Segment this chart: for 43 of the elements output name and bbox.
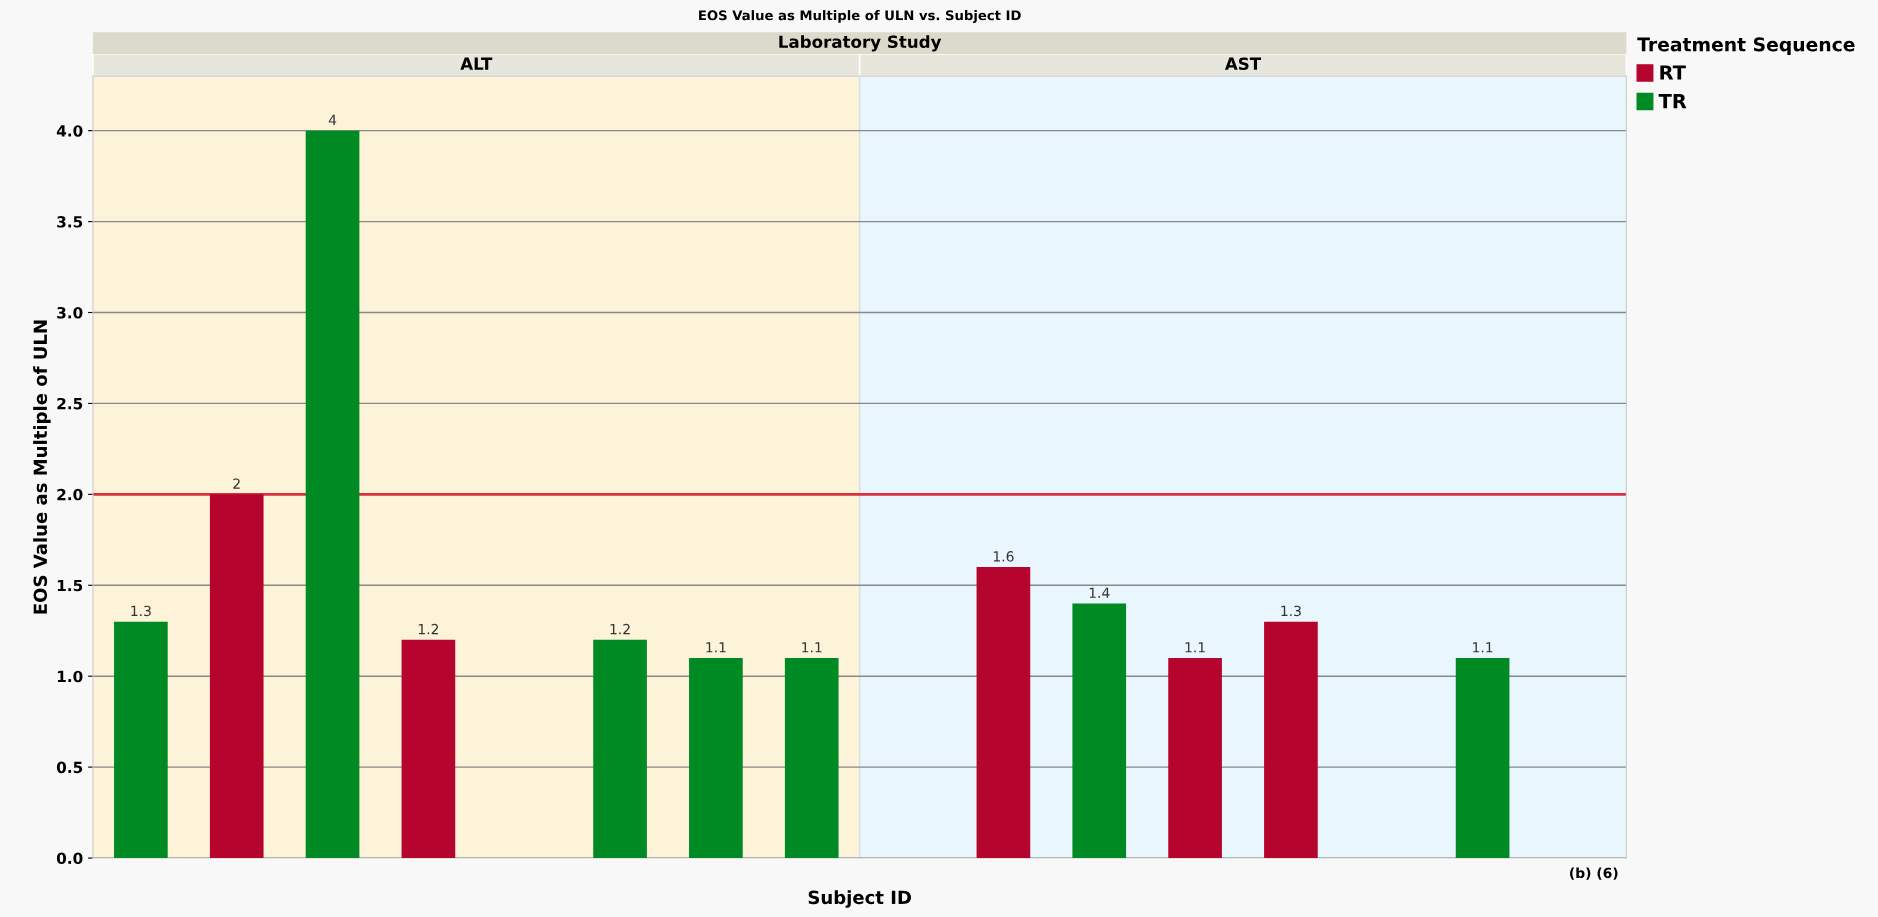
bar bbox=[1264, 621, 1318, 859]
data-label: 1.1 bbox=[1185, 642, 1205, 653]
y-tick-label: 2.5 bbox=[57, 397, 83, 410]
text: AST bbox=[1224, 57, 1262, 70]
y-tick-label: 1.5 bbox=[57, 579, 83, 592]
y-tick-label: 3.0 bbox=[57, 306, 83, 319]
x-axis-title: Subject ID bbox=[808, 890, 911, 908]
bar bbox=[1168, 658, 1222, 859]
bar bbox=[1072, 603, 1127, 859]
data-label: 1.1 bbox=[1473, 642, 1493, 653]
y-tick-label: 4.0 bbox=[56, 125, 83, 137]
data-label: 2 bbox=[233, 478, 240, 489]
data-label: 1.3 bbox=[1281, 605, 1301, 617]
data-label: 1.4 bbox=[1089, 587, 1110, 598]
y-tick-label: 3.5 bbox=[57, 216, 83, 228]
bar bbox=[689, 658, 743, 859]
y-tick-label: 0.0 bbox=[56, 852, 83, 865]
bar bbox=[593, 639, 647, 859]
bar bbox=[1455, 658, 1510, 859]
y-tick-label: 1.0 bbox=[57, 670, 83, 683]
text: (b) (6) bbox=[1570, 867, 1618, 880]
bar bbox=[976, 567, 1031, 859]
text: ALT bbox=[460, 57, 493, 70]
data-label: 1.2 bbox=[418, 623, 439, 635]
y-tick-label: 0.5 bbox=[56, 761, 83, 774]
legend-title: Treatment Sequence bbox=[1637, 37, 1855, 56]
bar bbox=[209, 494, 264, 859]
legend-label: TR bbox=[1658, 93, 1687, 109]
bar bbox=[114, 621, 168, 859]
data-label: 1.1 bbox=[802, 642, 822, 653]
chart-title: EOS Value as Multiple of ULN vs. Subject ID bbox=[699, 10, 1021, 23]
bar bbox=[401, 639, 456, 859]
legend-label: RT bbox=[1660, 65, 1686, 80]
data-label: 1.3 bbox=[131, 605, 151, 617]
y-tick-label: 2.0 bbox=[57, 488, 83, 501]
bar bbox=[305, 130, 360, 859]
data-label: 4 bbox=[328, 114, 337, 125]
y-axis-title: EOS Value as Multiple of ULN bbox=[33, 320, 51, 614]
bar bbox=[784, 658, 839, 859]
data-label: 1.1 bbox=[706, 642, 726, 653]
data-label: 1.2 bbox=[610, 623, 630, 635]
chart-subtitle: Laboratory Study bbox=[779, 35, 942, 52]
data-label: 1.6 bbox=[993, 551, 1014, 562]
